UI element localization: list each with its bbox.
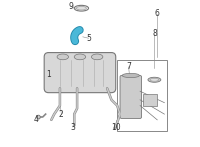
Text: 9: 9 bbox=[69, 2, 74, 11]
Text: 5: 5 bbox=[86, 34, 91, 43]
Ellipse shape bbox=[122, 73, 139, 78]
Bar bbox=[143, 94, 157, 106]
Text: 2: 2 bbox=[59, 110, 64, 119]
Ellipse shape bbox=[76, 6, 86, 10]
Ellipse shape bbox=[57, 54, 69, 60]
Ellipse shape bbox=[37, 115, 40, 119]
Bar bbox=[117, 60, 167, 131]
Text: 10: 10 bbox=[111, 122, 121, 132]
Text: 1: 1 bbox=[46, 70, 51, 78]
Ellipse shape bbox=[150, 78, 159, 81]
FancyBboxPatch shape bbox=[44, 53, 116, 93]
Ellipse shape bbox=[74, 54, 86, 60]
Text: 6: 6 bbox=[155, 9, 160, 18]
Text: 8: 8 bbox=[152, 30, 157, 39]
Text: 4: 4 bbox=[33, 115, 38, 124]
Text: 3: 3 bbox=[70, 122, 75, 132]
Ellipse shape bbox=[91, 54, 103, 60]
Ellipse shape bbox=[148, 77, 161, 82]
FancyBboxPatch shape bbox=[120, 75, 142, 118]
Text: 7: 7 bbox=[126, 62, 131, 71]
